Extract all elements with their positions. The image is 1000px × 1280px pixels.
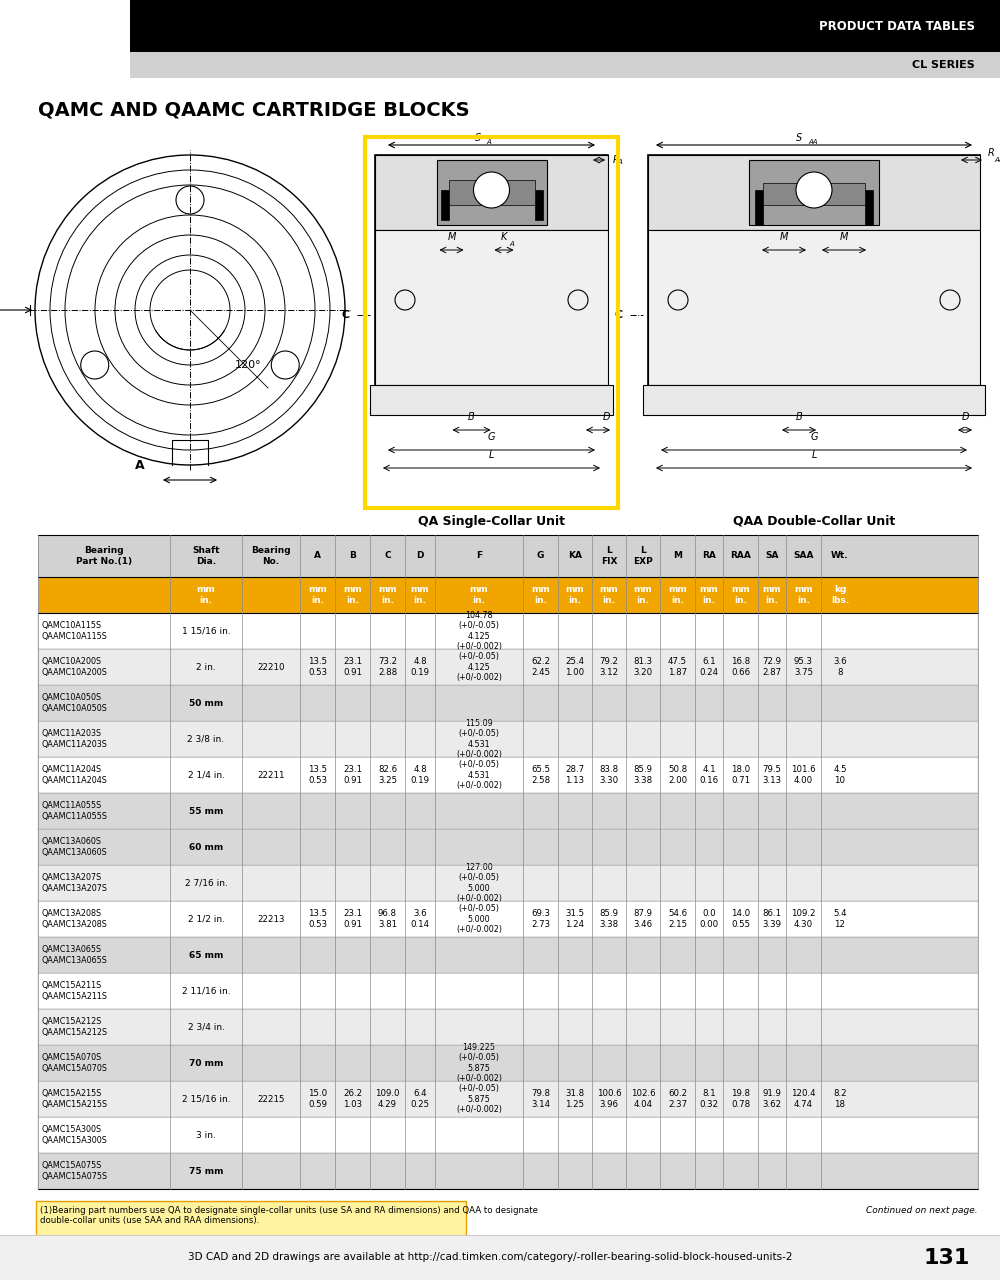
Text: mm
in.: mm in. [731, 585, 750, 604]
Text: 115.09
(+0/-0.05)
4.531
(+0/-0.002): 115.09 (+0/-0.05) 4.531 (+0/-0.002) [456, 719, 502, 759]
Text: 79.2
3.12: 79.2 3.12 [599, 658, 619, 677]
Text: 83.8
3.30: 83.8 3.30 [599, 765, 619, 785]
Text: 23.1
0.91: 23.1 0.91 [343, 909, 362, 929]
Text: QAMC AND QAAMC CARTRIDGE BLOCKS: QAMC AND QAAMC CARTRIDGE BLOCKS [38, 101, 470, 119]
Text: 3 in.: 3 in. [196, 1130, 216, 1139]
Text: 96.8
3.81: 96.8 3.81 [378, 909, 397, 929]
Text: QAMC11A203S
QAAMC11A203S: QAMC11A203S QAAMC11A203S [42, 730, 108, 749]
Text: 6.1
0.24: 6.1 0.24 [699, 658, 719, 677]
Text: QAMC10A200S
QAAMC10A200S: QAMC10A200S QAAMC10A200S [42, 658, 108, 677]
Text: 55 mm: 55 mm [189, 806, 223, 815]
Bar [648, 155, 980, 415]
Text: C: C [342, 310, 350, 320]
Text: KA: KA [568, 552, 582, 561]
Text: 25.4
1.00: 25.4 1.00 [565, 658, 585, 677]
Text: mm
in.: mm in. [634, 585, 652, 604]
Text: R: R [613, 155, 620, 165]
Text: G: G [810, 431, 818, 442]
Text: 19.8
0.78: 19.8 0.78 [731, 1089, 750, 1108]
Bar [130, 0, 1000, 52]
Text: 85.9
3.38: 85.9 3.38 [633, 765, 653, 785]
Text: 2 3/8 in.: 2 3/8 in. [187, 735, 225, 744]
Text: Wt.: Wt. [831, 552, 849, 561]
Bar [38, 1153, 978, 1189]
Text: 120°: 120° [235, 360, 262, 370]
Text: 100.6
3.96: 100.6 3.96 [597, 1089, 621, 1108]
Text: 2 1/2 in.: 2 1/2 in. [188, 914, 224, 923]
Text: mm
in.: mm in. [700, 585, 718, 604]
Text: G: G [537, 552, 544, 561]
Bar [648, 155, 980, 230]
Text: L: L [811, 451, 817, 460]
Text: 104.78
(+0/-0.05)
4.125
(+0/-0.002): 104.78 (+0/-0.05) 4.125 (+0/-0.002) [456, 611, 502, 652]
Text: QAMC13A065S
QAAMC13A065S: QAMC13A065S QAAMC13A065S [42, 946, 108, 965]
Text: QAMC13A208S
QAAMC13A208S: QAMC13A208S QAAMC13A208S [42, 909, 108, 929]
Text: 60.2
2.37: 60.2 2.37 [668, 1089, 687, 1108]
Text: 2 1/4 in.: 2 1/4 in. [188, 771, 224, 780]
Bar [38, 1044, 978, 1082]
Text: 26.2
1.03: 26.2 1.03 [343, 1089, 362, 1108]
Text: 69.3
2.73: 69.3 2.73 [531, 909, 550, 929]
Bar [749, 160, 879, 225]
Text: 73.2
2.88: 73.2 2.88 [378, 658, 397, 677]
Text: (+0/-0.05)
5.000
(+0/-0.002): (+0/-0.05) 5.000 (+0/-0.002) [456, 904, 502, 934]
Bar [38, 973, 978, 1009]
Text: 22213: 22213 [257, 914, 285, 923]
Bar [38, 721, 978, 756]
Text: mm
in.: mm in. [308, 585, 327, 604]
Text: 79.5
3.13: 79.5 3.13 [762, 765, 782, 785]
Text: 15.0
0.59: 15.0 0.59 [308, 1089, 327, 1108]
Bar [440, 189, 448, 220]
Text: 72.9
2.87: 72.9 2.87 [762, 658, 782, 677]
Text: 75 mm: 75 mm [189, 1166, 223, 1175]
Text: 102.6
4.04: 102.6 4.04 [631, 1089, 655, 1108]
Text: 1 15/16 in.: 1 15/16 in. [182, 626, 230, 635]
Text: (1)Bearing part numbers use QA to designate single-collar units (use SA and RA d: (1)Bearing part numbers use QA to design… [40, 1206, 538, 1225]
Text: M: M [673, 552, 682, 561]
Text: 131: 131 [924, 1248, 970, 1267]
Text: 14.0
0.55: 14.0 0.55 [731, 909, 750, 929]
Text: 0.0
0.00: 0.0 0.00 [699, 909, 719, 929]
Text: A: A [314, 552, 321, 561]
Text: 13.5
0.53: 13.5 0.53 [308, 765, 327, 785]
Text: 50 mm: 50 mm [189, 699, 223, 708]
Text: QAMC10A050S
QAAMC10A050S: QAMC10A050S QAAMC10A050S [42, 694, 108, 713]
Bar [38, 794, 978, 829]
Text: SAA: SAA [793, 552, 814, 561]
Text: C: C [615, 310, 623, 320]
Text: mm
in.: mm in. [600, 585, 618, 604]
Text: Bearing
No.: Bearing No. [251, 547, 291, 566]
Text: 4.8
0.19: 4.8 0.19 [411, 765, 430, 785]
Bar [448, 180, 534, 205]
Bar [375, 155, 608, 415]
Text: mm
in.: mm in. [763, 585, 781, 604]
Text: 79.8
3.14: 79.8 3.14 [531, 1089, 550, 1108]
Text: QA Single-Collar Unit: QA Single-Collar Unit [418, 515, 565, 527]
Text: 8.1
0.32: 8.1 0.32 [699, 1089, 719, 1108]
Bar [365, 137, 618, 508]
Text: AA: AA [808, 140, 818, 145]
Bar [38, 937, 978, 973]
Text: L
FIX: L FIX [601, 547, 617, 566]
Text: QAMC15A212S
QAAMC15A212S: QAMC15A212S QAAMC15A212S [42, 1018, 108, 1037]
Text: Shaft
Dia.: Shaft Dia. [192, 547, 220, 566]
Text: 13.5
0.53: 13.5 0.53 [308, 658, 327, 677]
Text: M: M [840, 232, 848, 242]
Bar [865, 189, 873, 225]
Bar [375, 155, 608, 230]
Text: (+0/-0.05)
4.125
(+0/-0.002): (+0/-0.05) 4.125 (+0/-0.002) [456, 652, 502, 682]
Text: 65.5
2.58: 65.5 2.58 [531, 765, 550, 785]
Text: Bearing
Part No.(1): Bearing Part No.(1) [76, 547, 132, 566]
Bar [763, 183, 865, 205]
Text: K: K [500, 232, 507, 242]
Text: QAMC15A075S
QAAMC15A075S: QAMC15A075S QAAMC15A075S [42, 1161, 108, 1180]
Text: 31.5
1.24: 31.5 1.24 [565, 909, 585, 929]
Bar [534, 189, 542, 220]
Text: 87.9
3.46: 87.9 3.46 [633, 909, 653, 929]
Text: 4.5
10: 4.5 10 [833, 765, 847, 785]
Text: 2 11/16 in.: 2 11/16 in. [182, 987, 230, 996]
Text: 70 mm: 70 mm [189, 1059, 223, 1068]
Text: 85.9
3.38: 85.9 3.38 [599, 909, 619, 929]
Text: 2 3/4 in.: 2 3/4 in. [188, 1023, 224, 1032]
Text: QAMC15A215S
QAAMC15A215S: QAMC15A215S QAAMC15A215S [42, 1089, 108, 1108]
